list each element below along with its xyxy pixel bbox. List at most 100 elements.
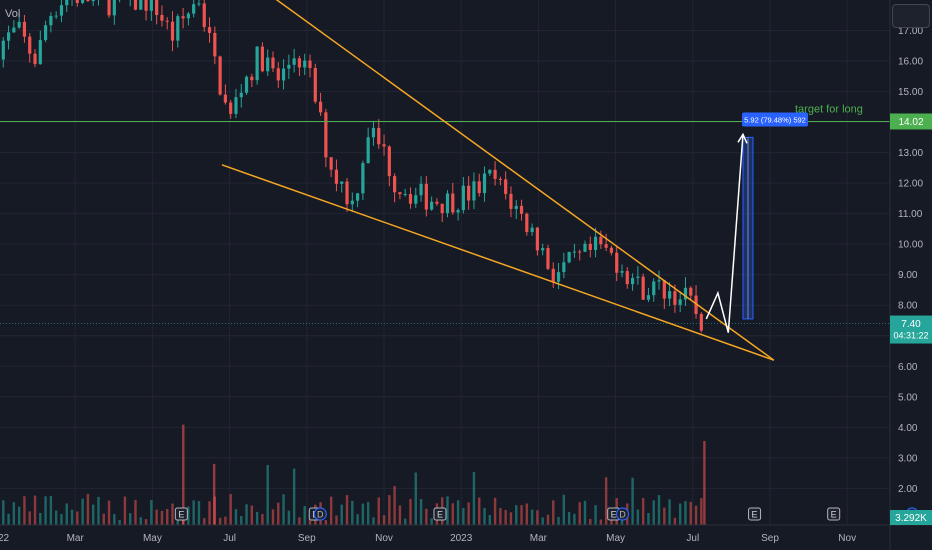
volume-bar xyxy=(668,499,671,525)
volume-bar xyxy=(398,505,402,525)
candle-body xyxy=(408,194,413,204)
volume-bar xyxy=(155,509,158,525)
volume-bar xyxy=(28,511,31,525)
volume-bar xyxy=(499,508,502,525)
candle-body xyxy=(176,16,180,41)
volume-bar xyxy=(546,514,550,525)
volume-bar xyxy=(298,517,301,525)
earnings-marker xyxy=(827,507,841,521)
grid xyxy=(0,0,890,525)
volume-bar xyxy=(129,513,132,525)
volume-bar xyxy=(271,509,275,525)
volume-bar xyxy=(187,506,190,525)
volume-bar xyxy=(641,498,645,525)
candle-body xyxy=(160,14,164,21)
volume-bar xyxy=(578,502,581,525)
earnings-marker-label: E xyxy=(752,510,758,520)
volume-bar xyxy=(208,501,211,525)
candle-body xyxy=(414,195,418,204)
dividend-marker-label: D xyxy=(317,510,324,520)
volume-bar xyxy=(123,496,127,525)
volume-bar xyxy=(139,517,142,525)
y-tick-label: 12.00 xyxy=(898,179,923,190)
candle-body xyxy=(419,183,423,196)
candle-body xyxy=(657,280,661,282)
candle-body xyxy=(535,227,539,251)
candle-body xyxy=(223,94,227,103)
volume-bars xyxy=(2,424,706,525)
volume-bar xyxy=(525,503,529,525)
candle-body xyxy=(641,276,645,300)
volume-badge xyxy=(890,510,932,525)
volume-bar xyxy=(229,494,232,525)
settings-button[interactable] xyxy=(892,4,930,28)
volume-bar xyxy=(388,495,391,525)
volume-bar xyxy=(150,500,153,525)
volume-bar xyxy=(631,477,634,525)
volume-bar xyxy=(303,506,306,525)
candle-body xyxy=(578,251,582,253)
candle-body xyxy=(12,27,16,33)
volume-bar xyxy=(425,508,428,525)
y-tick-label: 10.00 xyxy=(898,240,923,251)
volume-bar xyxy=(324,520,328,525)
candle-body xyxy=(477,181,481,194)
volume-bar xyxy=(245,504,248,525)
volume-bar xyxy=(277,502,280,525)
candle-body xyxy=(197,3,201,5)
candle-body xyxy=(165,20,169,22)
volume-bar xyxy=(567,512,571,525)
candle-body xyxy=(530,227,534,233)
dividend-marker xyxy=(313,507,327,521)
volume-bar xyxy=(541,517,544,525)
last-price-badge xyxy=(890,315,932,344)
candle-body xyxy=(572,251,577,253)
candle-body xyxy=(54,15,58,17)
y-tick-label: 6.00 xyxy=(898,362,918,373)
candle-body xyxy=(75,0,79,3)
wedge-upper-line xyxy=(275,0,775,361)
x-tick-label: Jul xyxy=(223,533,236,544)
earnings-marker xyxy=(174,507,188,521)
y-tick-label: 9.00 xyxy=(898,270,918,281)
candle-body xyxy=(604,244,608,248)
volume-bar xyxy=(171,503,174,525)
candle-body xyxy=(81,0,85,3)
candle-body xyxy=(1,40,5,60)
candle-body xyxy=(646,295,651,300)
y-tick-label: 13.00 xyxy=(898,148,923,159)
x-tick-label: 2022 xyxy=(0,533,10,544)
x-tick-label: Mar xyxy=(67,533,85,544)
candle-body xyxy=(371,127,376,138)
volume-bar xyxy=(694,505,698,525)
candle-body xyxy=(43,25,48,41)
candle-body xyxy=(287,64,291,69)
volume-bar xyxy=(70,509,74,525)
volume-bar xyxy=(472,471,476,525)
candle-body xyxy=(281,68,286,81)
volume-bar xyxy=(562,494,566,525)
wedge-lower-line xyxy=(221,164,775,361)
volume-bar xyxy=(7,513,10,525)
x-tick-label: May xyxy=(143,533,162,544)
volume-bar xyxy=(657,495,661,525)
volume-bar xyxy=(478,497,481,525)
earnings-marker-label: E xyxy=(611,510,617,520)
volume-bar xyxy=(430,518,433,525)
volume-bar xyxy=(451,503,454,525)
candle-body xyxy=(186,13,190,19)
measure-label: 5.92 (79.48%) 592 xyxy=(744,115,806,124)
x-tick-label: Sep xyxy=(298,533,316,544)
candle-body xyxy=(155,0,159,15)
candle-body xyxy=(324,112,328,158)
earnings-marker-label: E xyxy=(831,510,837,520)
volume-bar xyxy=(419,499,423,525)
earnings-marker xyxy=(748,507,762,521)
volume-bar xyxy=(282,494,285,525)
candle-body xyxy=(107,0,111,16)
volume-bar xyxy=(266,464,269,525)
volume-bar xyxy=(240,516,243,525)
